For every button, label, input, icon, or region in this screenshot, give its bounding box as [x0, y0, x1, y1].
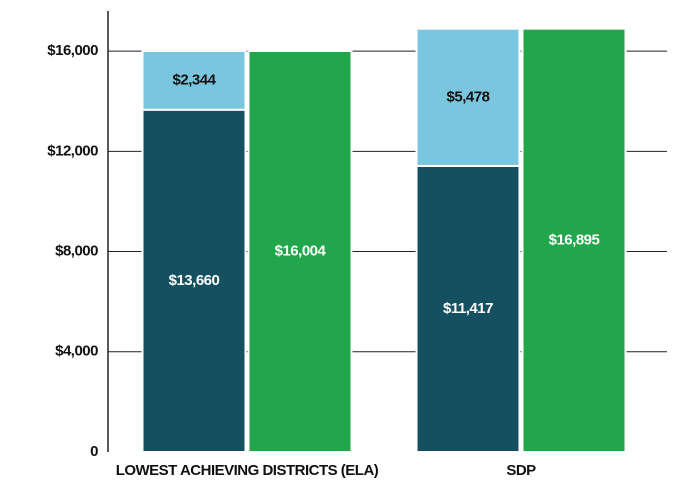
bar-segment	[521, 27, 627, 453]
x-tick-label: SDP	[506, 462, 536, 479]
bar-segment	[247, 49, 353, 453]
value-label: $13,660	[169, 272, 220, 289]
value-label: $16,004	[275, 242, 327, 259]
bar-segment	[415, 27, 521, 167]
y-tick-label: 0	[90, 443, 98, 460]
bar-segment	[141, 49, 247, 111]
value-label: $11,417	[443, 300, 493, 317]
y-tick-label: $12,000	[47, 142, 98, 159]
value-label: $2,344	[173, 71, 217, 88]
y-tick-label: $4,000	[55, 343, 98, 360]
y-tick-label: $8,000	[55, 243, 98, 260]
value-label: $16,895	[549, 231, 600, 248]
value-label: $5,478	[447, 88, 490, 105]
y-tick-label: $16,000	[47, 42, 98, 59]
x-tick-label: LOWEST ACHIEVING DISTRICTS (ELA)	[116, 462, 379, 479]
bar-segment	[141, 108, 247, 453]
